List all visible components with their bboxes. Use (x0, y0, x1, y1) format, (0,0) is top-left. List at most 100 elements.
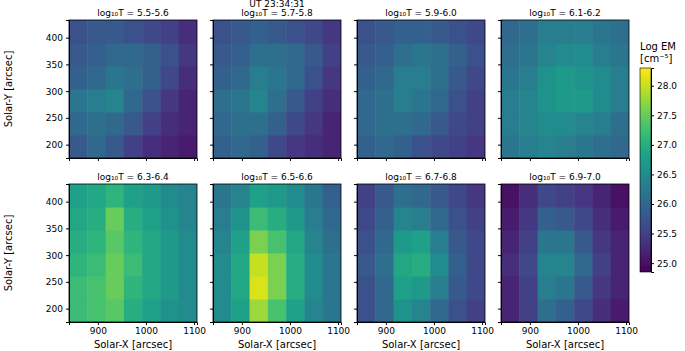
panel: 90010001100log₁₀T = 6.7-6.8Solar-X [arcs… (354, 172, 494, 350)
y-tick: 200 (46, 304, 69, 314)
heatmap-cell (268, 207, 287, 231)
y-axis (354, 21, 358, 159)
x-axis-line (214, 323, 342, 326)
x-tick-label: 1100 (327, 326, 350, 336)
heatmap-cell (357, 20, 376, 44)
y-tick (354, 282, 357, 283)
x-tick (146, 158, 147, 161)
y-tick-label: 250 (46, 113, 63, 123)
y-tick: 300 (46, 251, 69, 261)
panel: 90010001100log₁₀T = 6.9-7.0Solar-X [arcs… (498, 172, 638, 350)
x-tick: 900 (90, 322, 107, 336)
panel: log₁₀T = 6.1-6.2 (498, 8, 630, 161)
heatmap-cell (124, 66, 143, 90)
x-tick: 900 (522, 322, 539, 336)
y-tick (210, 282, 213, 283)
x-tick-label: 900 (522, 326, 539, 336)
heatmap-cell (213, 66, 232, 90)
x-tick-mark (434, 158, 435, 161)
heatmap-cell (304, 184, 323, 208)
heatmap-cell (69, 66, 88, 90)
heatmap-cell (69, 89, 88, 113)
heatmap-cell (430, 299, 449, 322)
heatmap-cell (375, 20, 394, 44)
heatmap-cell (538, 135, 557, 158)
heatmap-cell (106, 135, 125, 158)
heatmap-cell (106, 112, 125, 136)
heatmap-cell (323, 135, 341, 158)
y-axis-title: Solar-Y [arcsec] (3, 51, 14, 128)
heatmap-cell (160, 299, 179, 322)
heatmap-cell (87, 112, 106, 136)
heatmap-cell (611, 253, 629, 277)
colorbar-tick-mark (651, 115, 654, 116)
heatmap-cell (611, 299, 629, 322)
heatmap-cell (323, 230, 341, 254)
heatmap-cell (213, 184, 232, 208)
panel-title: log₁₀T = 5.5-5.6 (97, 8, 169, 18)
heatmap-cell (394, 299, 413, 322)
heatmap-cell (106, 253, 125, 277)
heatmap-cell (268, 184, 287, 208)
y-axis-line (498, 185, 502, 323)
y-tick-label: 350 (46, 224, 63, 234)
heatmap-cell (519, 43, 538, 67)
y-axis-line (354, 21, 358, 159)
heatmap-cell (231, 112, 250, 136)
colorbar-axis-line (652, 69, 655, 273)
y-tick-mark (66, 282, 69, 283)
heatmap-cell (231, 299, 250, 322)
heatmap-cell (323, 43, 341, 67)
heatmap-cell (87, 20, 106, 44)
y-tick: 300 (46, 87, 69, 97)
x-tick: 1000 (423, 322, 446, 336)
heatmap-cell (106, 20, 125, 44)
y-tick-mark (354, 64, 357, 65)
heatmap-cell (87, 299, 106, 322)
panel-title: log₁₀T = 5.9-6.0 (385, 8, 457, 18)
heatmap-cell (250, 299, 269, 322)
heatmap-cell (519, 253, 538, 277)
x-tick-label: 900 (90, 326, 107, 336)
heatmap-cell (124, 43, 143, 67)
heatmap-cell (160, 112, 179, 136)
y-tick-mark (210, 118, 213, 119)
heatmap-cell (357, 207, 376, 231)
heatmap-cell (106, 66, 125, 90)
heatmap-cell (106, 89, 125, 113)
heatmap-cell (106, 299, 125, 322)
heatmap-cell (160, 207, 179, 231)
heatmap-cell (142, 43, 161, 67)
colorbar-tick-label: 27.5 (657, 111, 677, 121)
y-tick-mark (210, 64, 213, 65)
heatmap-cell (357, 299, 376, 322)
x-axis-title: Solar-X [arcsec] (526, 339, 604, 350)
heatmap-cell (231, 66, 250, 90)
y-tick: 350 (46, 60, 69, 70)
heatmap-cell (69, 253, 88, 277)
heatmap-cell (124, 135, 143, 158)
y-tick-mark (354, 282, 357, 283)
heatmap-cell (519, 230, 538, 254)
heatmap-cell (394, 112, 413, 136)
heatmap-cell (375, 112, 394, 136)
heatmap-cell (556, 230, 575, 254)
heatmap-cell (556, 112, 575, 136)
y-tick (354, 202, 357, 203)
heatmap-cell (268, 89, 287, 113)
heatmap-cell (69, 20, 88, 44)
heatmap-cell (250, 207, 269, 231)
plot-frame (69, 184, 197, 322)
y-axis (354, 185, 358, 323)
heatmap-cell (286, 299, 305, 322)
heatmap-cell (574, 66, 593, 90)
panel: 90010001100log₁₀T = 6.5-6.6Solar-X [arcs… (210, 172, 350, 350)
y-axis (210, 185, 214, 323)
heatmap-cell (304, 43, 323, 67)
heatmap-cell (611, 112, 629, 136)
heatmap-cell (538, 253, 557, 277)
x-tick (482, 158, 483, 161)
y-tick-mark (354, 202, 357, 203)
y-tick-mark (210, 145, 213, 146)
heatmap-cell (412, 207, 431, 231)
